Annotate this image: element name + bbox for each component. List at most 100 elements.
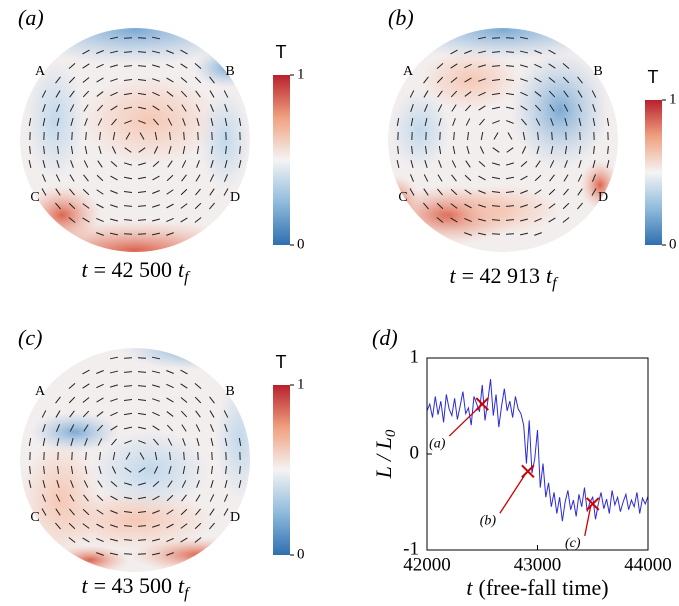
velocity-arrow xyxy=(209,396,215,404)
velocity-arrow xyxy=(195,424,201,432)
velocity-arrow xyxy=(56,424,60,432)
velocity-arrow xyxy=(464,189,472,195)
velocity-arrow xyxy=(534,232,542,236)
velocity-arrow xyxy=(123,233,133,235)
velocity-arrow xyxy=(564,145,568,155)
velocity-arrow xyxy=(409,188,415,196)
velocity-arrow xyxy=(577,174,583,182)
velocity-arrow xyxy=(506,147,514,153)
velocity-arrow xyxy=(521,118,527,126)
velocity-arrow xyxy=(152,411,160,417)
velocity-arrow xyxy=(29,145,31,155)
velocity-arrow xyxy=(534,203,542,209)
velocity-arrow xyxy=(563,90,569,98)
velocity-arrow xyxy=(110,78,118,82)
colorbar-title: T xyxy=(648,67,659,87)
velocity-arrow xyxy=(181,424,187,432)
velocity-arrow xyxy=(549,174,555,182)
velocity-arrow xyxy=(55,410,61,418)
velocity-arrow xyxy=(99,131,101,141)
corner-label: D xyxy=(230,190,240,205)
velocity-arrow xyxy=(97,480,103,488)
velocity-arrow xyxy=(181,480,187,488)
velocity-arrow xyxy=(137,51,147,53)
velocity-arrow xyxy=(110,91,118,97)
velocity-arrow xyxy=(96,537,104,543)
velocity-arrow xyxy=(82,537,90,543)
velocity-arrow xyxy=(124,162,132,166)
velocity-arrow xyxy=(82,203,90,209)
velocity-arrow xyxy=(68,63,76,69)
velocity-arrow xyxy=(56,145,60,155)
velocity-arrow xyxy=(195,188,201,196)
velocity-arrow xyxy=(194,63,202,69)
velocity-arrow xyxy=(167,438,173,446)
velocity-arrow xyxy=(520,204,528,208)
velocity-arrow xyxy=(196,480,200,488)
velocity-arrow xyxy=(169,131,171,141)
velocity-arrow xyxy=(577,202,583,210)
velocity-arrow xyxy=(506,120,514,124)
velocity-arrow xyxy=(123,385,133,387)
field-region xyxy=(510,50,610,170)
velocity-arrow xyxy=(548,77,556,83)
velocity-arrow xyxy=(110,411,118,417)
velocity-arrow xyxy=(68,396,76,404)
velocity-arrow xyxy=(110,538,118,542)
velocity-arrow xyxy=(492,147,500,153)
velocity-arrow xyxy=(467,131,469,141)
velocity-arrow xyxy=(125,132,131,140)
velocity-arrow xyxy=(519,50,529,54)
velocity-arrow xyxy=(181,174,187,182)
velocity-arrow xyxy=(478,204,486,208)
velocity-arrow xyxy=(123,525,133,527)
velocity-arrow xyxy=(56,465,60,475)
velocity-arrow xyxy=(562,63,570,69)
velocity-arrow xyxy=(28,159,32,169)
annotation-label: (c) xyxy=(565,536,581,551)
velocity-arrow xyxy=(411,145,413,155)
velocity-arrow xyxy=(478,190,486,194)
velocity-arrow xyxy=(139,132,145,140)
velocity-arrow xyxy=(137,357,147,359)
axis-text: (free-fall time) xyxy=(479,575,609,600)
velocity-arrow xyxy=(437,188,443,196)
velocity-arrow xyxy=(68,202,76,210)
velocity-arrow xyxy=(436,76,444,84)
velocity-arrow xyxy=(69,188,75,196)
velocity-arrow xyxy=(464,63,472,69)
velocity-arrow xyxy=(535,160,541,168)
velocity-arrow xyxy=(82,217,90,223)
velocity-arrow xyxy=(68,217,76,223)
annotation-arrow xyxy=(499,472,527,514)
velocity-arrow xyxy=(137,553,147,555)
velocity-arrow xyxy=(41,410,47,418)
velocity-arrow xyxy=(505,190,515,194)
velocity-arrow xyxy=(69,424,75,432)
velocity-arrow xyxy=(492,162,500,166)
velocity-arrow xyxy=(564,160,568,168)
velocity-arrow xyxy=(464,174,472,182)
velocity-arrow xyxy=(196,160,200,168)
y-tick-label: 1 xyxy=(410,346,420,367)
velocity-arrow xyxy=(96,232,104,236)
panel-label: (d) xyxy=(372,325,398,350)
velocity-arrow xyxy=(424,104,428,112)
velocity-arrow xyxy=(152,204,160,208)
velocity-arrow xyxy=(55,90,61,98)
velocity-arrow xyxy=(450,188,458,196)
velocity-arrow xyxy=(138,482,146,486)
velocity-arrow xyxy=(397,145,399,155)
velocity-arrow xyxy=(550,145,554,155)
time-part: t xyxy=(546,263,553,288)
velocity-arrow xyxy=(69,410,75,418)
velocity-arrow xyxy=(180,49,188,55)
velocity-arrow xyxy=(42,424,46,432)
velocity-arrow xyxy=(138,120,146,124)
velocity-arrow xyxy=(519,36,529,40)
velocity-arrow xyxy=(83,104,89,112)
velocity-arrow xyxy=(137,37,147,39)
velocity-arrow xyxy=(437,104,443,112)
velocity-arrow xyxy=(423,174,429,182)
velocity-arrow xyxy=(111,118,117,126)
